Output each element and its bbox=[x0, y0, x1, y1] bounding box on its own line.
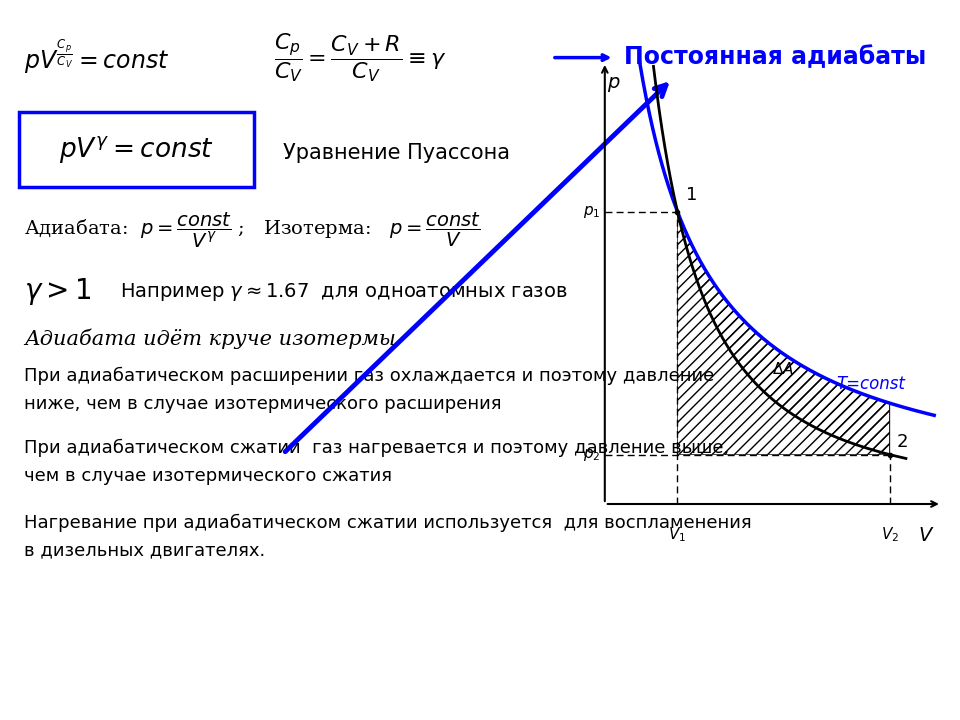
Text: При адиабатическом расширении газ охлаждается и поэтому давление
ниже, чем в слу: При адиабатическом расширении газ охлажд… bbox=[24, 367, 714, 413]
Bar bbox=[19, 112, 254, 187]
Text: $p_1$: $p_1$ bbox=[583, 204, 600, 220]
Text: Нагревание при адиабатическом сжатии используется  для воспламенения
в дизельных: Нагревание при адиабатическом сжатии исп… bbox=[24, 513, 752, 559]
Text: При адиабатическом сжатии  газ нагревается и поэтому давление выше,
чем в случае: При адиабатическом сжатии газ нагреваетс… bbox=[24, 439, 730, 485]
Text: Постоянная адиабаты: Постоянная адиабаты bbox=[624, 45, 926, 70]
Text: Например $\gamma \approx 1.67$  для одноатомных газов: Например $\gamma \approx 1.67$ для одноа… bbox=[120, 281, 567, 302]
Text: $\Delta A$: $\Delta A$ bbox=[773, 361, 794, 377]
Text: $V_2$: $V_2$ bbox=[880, 526, 899, 544]
Text: Адиабата идёт круче изотермы: Адиабата идёт круче изотермы bbox=[24, 328, 396, 348]
Text: Уравнение Пуассона: Уравнение Пуассона bbox=[283, 143, 510, 163]
Text: $V_1$: $V_1$ bbox=[668, 526, 686, 544]
Text: $pV^{\frac{C_p}{C_V}} = const$: $pV^{\frac{C_p}{C_V}} = const$ bbox=[24, 38, 169, 77]
Text: $V$: $V$ bbox=[918, 526, 934, 544]
Text: $\dfrac{C_p}{C_V} = \dfrac{C_V + R}{C_V} \equiv \gamma$: $\dfrac{C_p}{C_V} = \dfrac{C_V + R}{C_V}… bbox=[274, 31, 446, 84]
Text: 2: 2 bbox=[897, 433, 908, 451]
Text: $p$: $p$ bbox=[607, 76, 620, 94]
Text: $p_2$: $p_2$ bbox=[583, 446, 600, 462]
Text: $\gamma > 1$: $\gamma > 1$ bbox=[24, 276, 91, 307]
Text: $pV^{\gamma} = const$: $pV^{\gamma} = const$ bbox=[60, 134, 214, 165]
Text: T=const: T=const bbox=[836, 376, 905, 394]
Text: Адиабата:  $p = \dfrac{const}{V^{\gamma}}$ ;   Изотерма:   $p = \dfrac{const}{V}: Адиабата: $p = \dfrac{const}{V^{\gamma}}… bbox=[24, 211, 481, 250]
Text: 1: 1 bbox=[686, 186, 698, 204]
